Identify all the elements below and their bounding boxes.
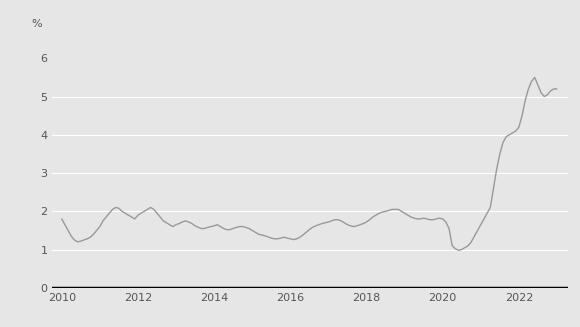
Text: %: % xyxy=(31,19,42,29)
